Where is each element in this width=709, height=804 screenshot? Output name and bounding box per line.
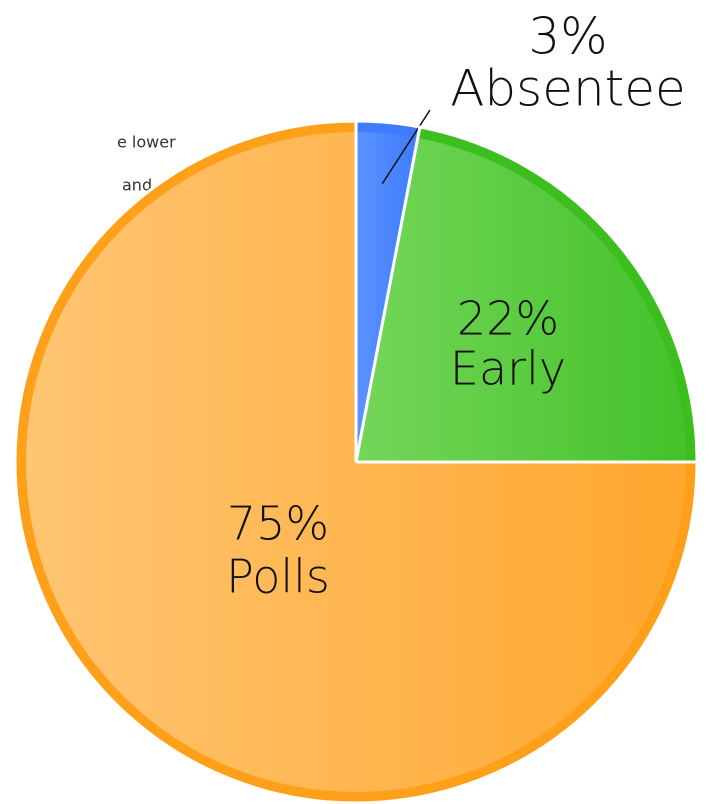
category-label: Polls (226, 550, 330, 604)
background-text: e lower (117, 133, 176, 152)
category-label: Absentee (450, 60, 686, 118)
background-text: and (122, 176, 152, 195)
value-label: 75% (227, 497, 329, 551)
slice (354, 125, 699, 464)
slice-separator (354, 126, 422, 463)
slice-face (356, 137, 686, 462)
leader-line (381, 109, 431, 185)
value-label: 22% (457, 292, 559, 346)
value-label: 3% (528, 8, 607, 66)
category-label: Early (450, 342, 566, 396)
